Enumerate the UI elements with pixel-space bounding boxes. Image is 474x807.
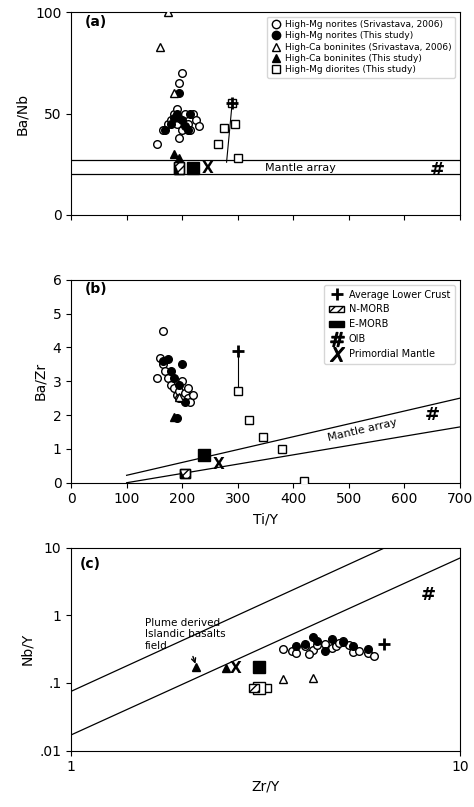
Text: #: # xyxy=(421,586,436,604)
Bar xyxy=(180,469,190,479)
Text: #: # xyxy=(424,406,439,424)
Polygon shape xyxy=(180,469,185,479)
Text: (c): (c) xyxy=(79,557,100,571)
Text: (a): (a) xyxy=(85,15,107,29)
Text: Plume derived
Islandic basalts
field: Plume derived Islandic basalts field xyxy=(145,618,226,663)
Text: X: X xyxy=(230,661,241,675)
Y-axis label: Ba/Zr: Ba/Zr xyxy=(33,362,47,400)
Text: (b): (b) xyxy=(85,282,108,296)
Bar xyxy=(174,162,184,174)
Text: X: X xyxy=(201,161,213,176)
Text: #: # xyxy=(430,161,445,179)
Polygon shape xyxy=(174,162,179,174)
X-axis label: Ti/Y: Ti/Y xyxy=(253,512,278,526)
Legend: High-Mg norites (Srivastava, 2006), High-Mg norites (This study), High-Ca bonini: High-Mg norites (Srivastava, 2006), High… xyxy=(267,17,455,77)
Bar xyxy=(180,469,190,479)
Legend: Average Lower Crust, N-MORB, E-MORB, OIB, Primordial Mantle: Average Lower Crust, N-MORB, E-MORB, OIB… xyxy=(324,285,455,364)
Text: Mantle array: Mantle array xyxy=(265,163,337,174)
Text: X: X xyxy=(212,457,224,471)
Y-axis label: Nb/Y: Nb/Y xyxy=(20,633,34,665)
Text: Mantle array: Mantle array xyxy=(327,417,398,443)
X-axis label: Zr/Y: Zr/Y xyxy=(251,780,280,794)
Bar xyxy=(174,162,184,174)
Bar xyxy=(249,684,259,692)
Y-axis label: Ba/Nb: Ba/Nb xyxy=(16,93,29,135)
